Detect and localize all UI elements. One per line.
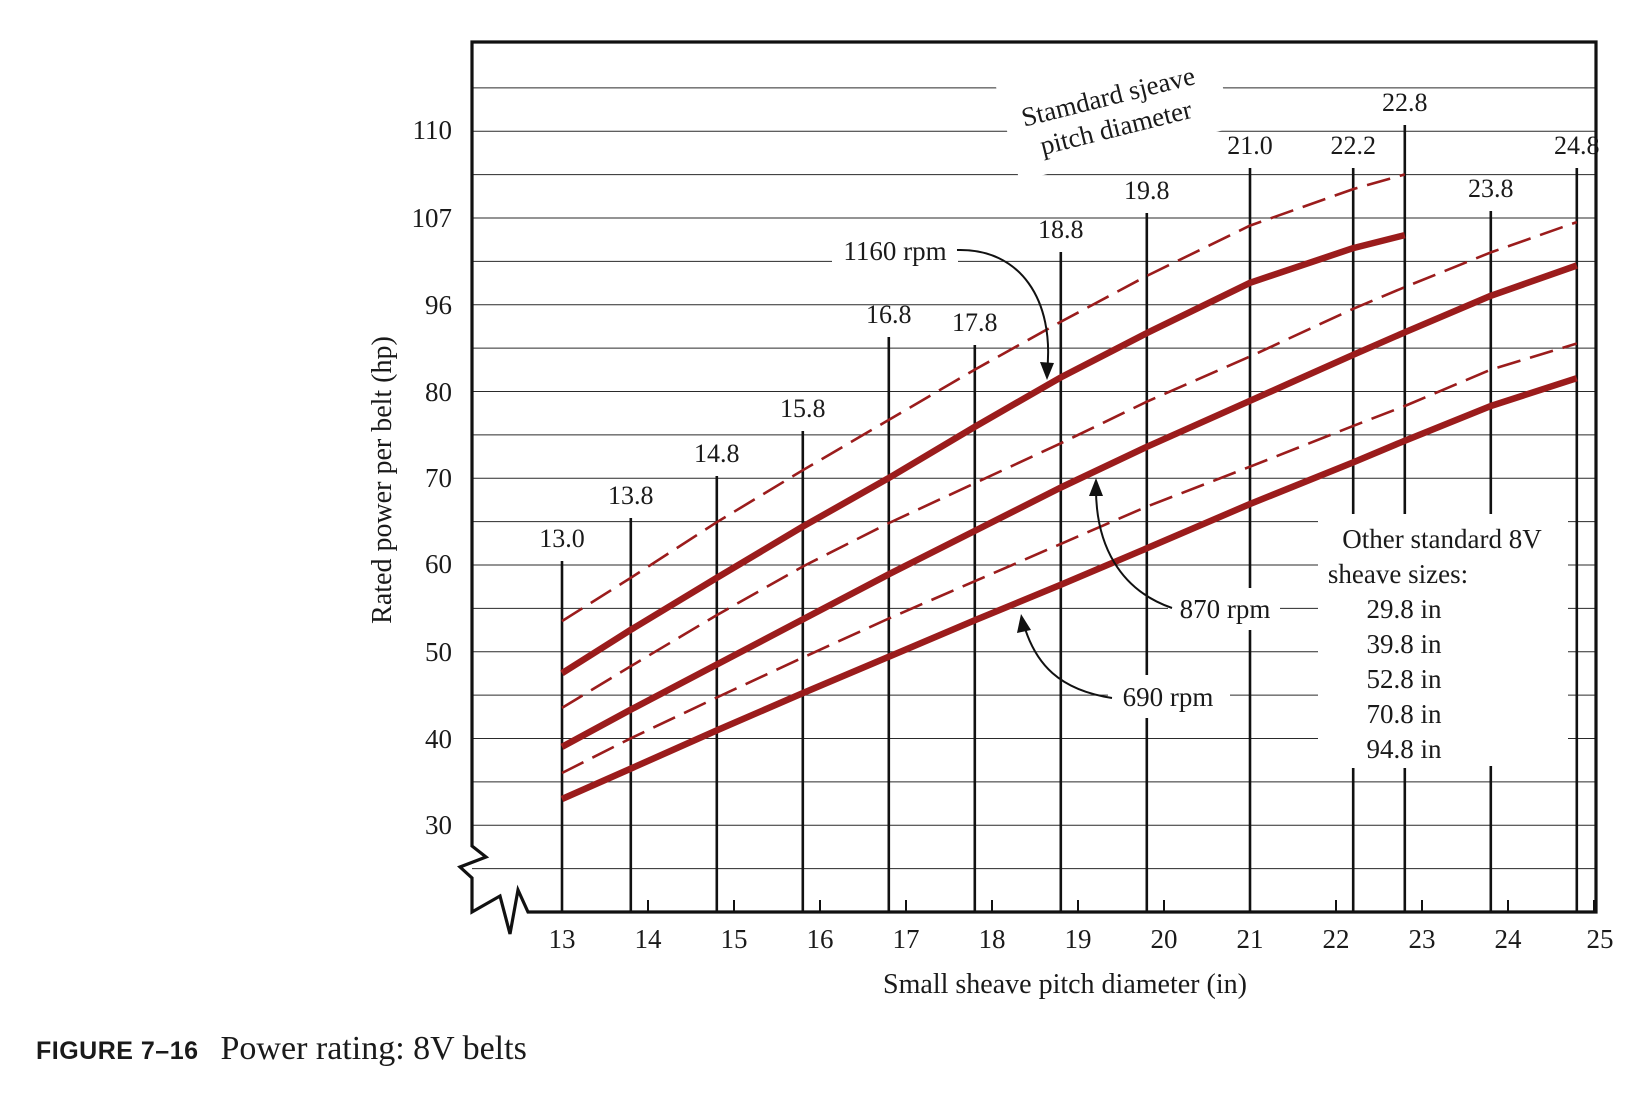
annotation-mask [995, 30, 1233, 182]
y-tick-label: 96 [425, 290, 452, 320]
x-tick-label: 25 [1587, 924, 1614, 954]
x-tick-label: 13 [549, 924, 576, 954]
figure-label: FIGURE 7–16 [36, 1037, 199, 1065]
y-tick-label: 60 [425, 549, 452, 579]
rpm-label-870: 870 rpm [1180, 594, 1271, 624]
sheave-label: 23.8 [1468, 174, 1514, 203]
arrow-head [1089, 478, 1103, 496]
figure-caption: FIGURE 7–16 Power rating: 8V belts [36, 1030, 527, 1068]
y-tick-label: 30 [425, 810, 452, 840]
sheave-label: 13.8 [608, 481, 654, 510]
sheave-label: 22.2 [1330, 131, 1376, 160]
sheave-label: 17.8 [952, 308, 998, 337]
sheave-label: 24.8 [1554, 131, 1600, 160]
additional-power-curve [561, 173, 1406, 623]
sheave-label: 15.8 [780, 394, 826, 423]
rated-power-curve [560, 262, 1578, 750]
other-size-item: 52.8 in [1366, 664, 1442, 694]
other-size-item: 29.8 in [1366, 594, 1442, 624]
leader-arrow [956, 248, 1050, 373]
annotation-mask [832, 232, 958, 270]
x-tick-label: 23 [1409, 924, 1436, 954]
leader-arrow [1022, 621, 1113, 699]
y-tick-label: 110 [413, 115, 453, 145]
sheave-label: 18.8 [1038, 215, 1084, 244]
other-size-item: 94.8 in [1366, 734, 1442, 764]
x-tick-label: 18 [979, 924, 1006, 954]
sheave-label: 14.8 [694, 439, 740, 468]
y-tick-label: 80 [425, 377, 452, 407]
x-axis-title: Small sheave pitch diameter (in) [883, 969, 1247, 1000]
other-size-item: 39.8 in [1366, 629, 1442, 659]
leader-arrow [1094, 484, 1173, 609]
annotation-mask [1168, 588, 1280, 630]
annotation-mask [1108, 676, 1230, 716]
plot-frame [457, 40, 1598, 935]
sheave-label: 19.8 [1124, 176, 1170, 205]
x-tick-label: 19 [1065, 924, 1092, 954]
additional-power-curve [561, 342, 1578, 775]
y-tick-label: 50 [425, 637, 452, 667]
sheave-label: 22.8 [1382, 88, 1428, 117]
annotation-mask [1318, 514, 1568, 766]
sheave-label: 16.8 [866, 300, 912, 329]
x-tick-label: 21 [1237, 924, 1264, 954]
other-size-item: 70.8 in [1366, 699, 1442, 729]
rpm-label-1160: 1160 rpm [843, 236, 946, 266]
sheave-label: 13.0 [539, 524, 585, 553]
y-tick-label: 70 [425, 463, 452, 493]
other-sizes-title: sheave sizes: [1328, 559, 1468, 589]
other-sizes-title: Other standard 8V [1342, 524, 1542, 554]
x-tick-label: 15 [721, 924, 748, 954]
figure-title: Power rating: 8V belts [220, 1030, 527, 1067]
rated-power-curve [560, 375, 1578, 802]
x-tick-label: 17 [893, 924, 920, 954]
arrow-head [1040, 362, 1054, 380]
x-tick-label: 20 [1151, 924, 1178, 954]
arrow-head [1017, 614, 1031, 633]
additional-power-curve [561, 220, 1578, 710]
rated-power-curve [560, 231, 1406, 676]
y-axis-title: Rated power per belt (hp) [367, 336, 398, 624]
sheave-label: 21.0 [1227, 131, 1273, 160]
x-tick-label: 14 [635, 924, 663, 954]
x-tick-label: 24 [1495, 924, 1523, 954]
y-tick-label: 40 [425, 724, 452, 754]
x-tick-label: 22 [1323, 924, 1350, 954]
rpm-label-690: 690 rpm [1123, 682, 1214, 712]
y-tick-label: 107 [412, 203, 453, 233]
x-tick-label: 16 [807, 924, 834, 954]
